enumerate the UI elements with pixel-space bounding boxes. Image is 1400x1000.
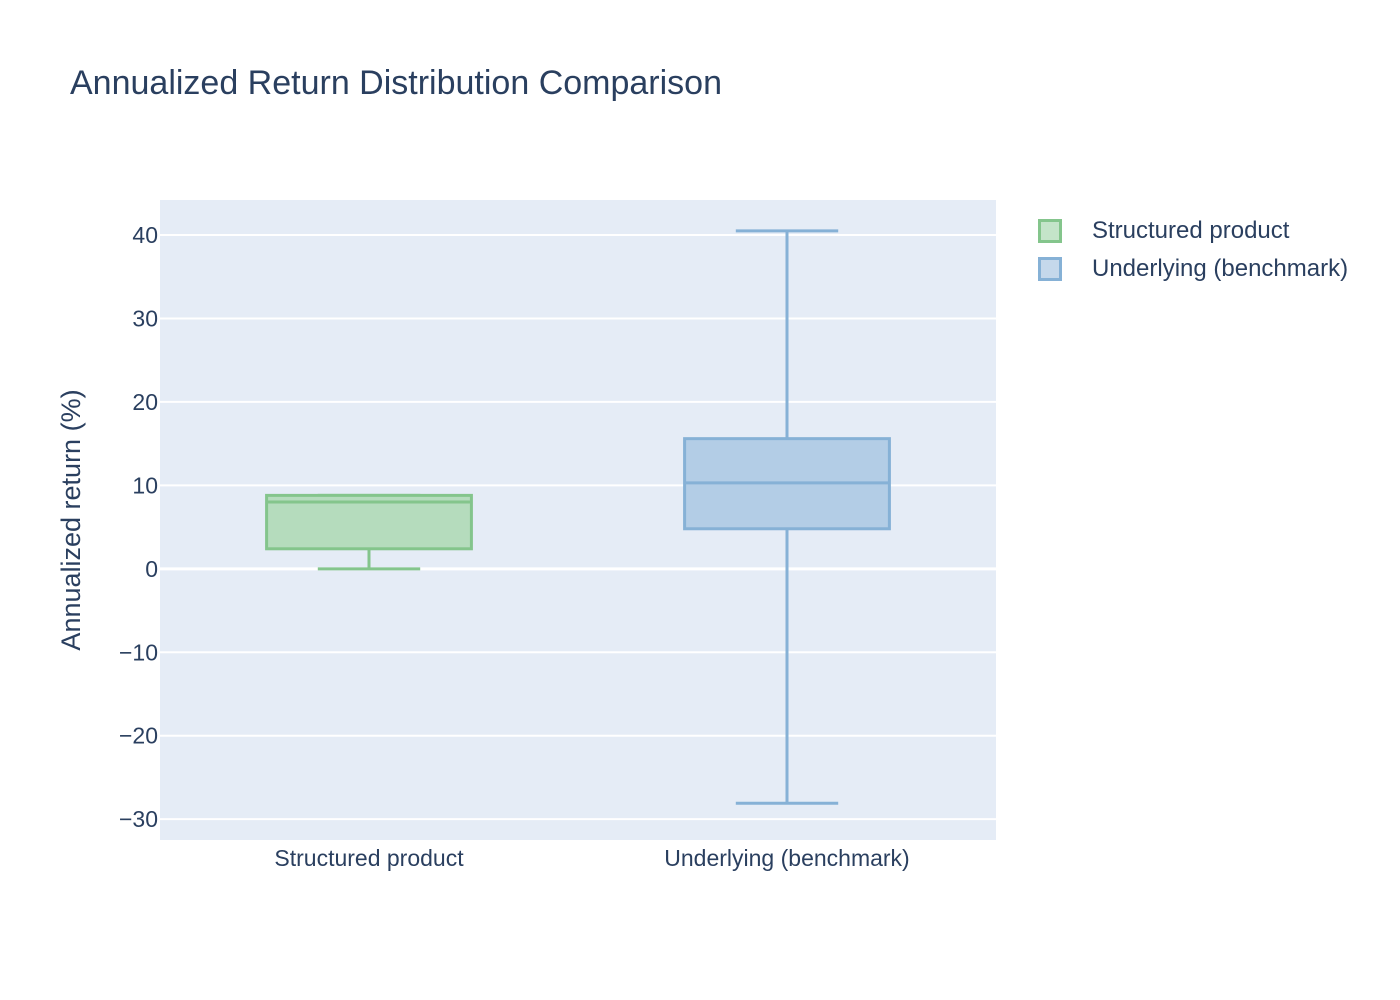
y-axis-label: Annualized return (%): [56, 389, 86, 650]
y-axis-ticks: 40 30 20 10 0 −10 −20 −30: [119, 222, 158, 832]
y-tick-label: 20: [132, 389, 158, 415]
y-tick-label: 0: [145, 556, 158, 582]
legend-label-underlying: Underlying (benchmark): [1092, 255, 1349, 282]
legend: Structured product Underlying (benchmark…: [1038, 212, 1348, 288]
legend-swatch-structured: [1038, 219, 1062, 243]
box-structured[interactable]: [265, 493, 473, 571]
y-tick-label: 40: [132, 222, 158, 248]
y-tick-label: −10: [119, 639, 158, 665]
y-tick-label: −20: [119, 723, 158, 749]
legend-item-underlying[interactable]: Underlying (benchmark): [1038, 250, 1348, 288]
legend-label-structured: Structured product: [1092, 217, 1290, 244]
y-tick-label: −30: [119, 806, 158, 832]
y-tick-label: 10: [132, 472, 158, 498]
x-tick-label: Underlying (benchmark): [664, 845, 909, 871]
legend-swatch-underlying: [1038, 257, 1062, 281]
x-axis-ticks: Structured product Underlying (benchmark): [274, 845, 909, 871]
box-underlying[interactable]: [683, 229, 891, 805]
y-tick-label: 30: [132, 305, 158, 331]
x-tick-label: Structured product: [274, 845, 464, 871]
iqr-box: [265, 493, 473, 551]
boxes: [265, 229, 891, 805]
chart-title: Annualized Return Distribution Compariso…: [70, 64, 722, 102]
legend-item-structured[interactable]: Structured product: [1038, 212, 1348, 250]
